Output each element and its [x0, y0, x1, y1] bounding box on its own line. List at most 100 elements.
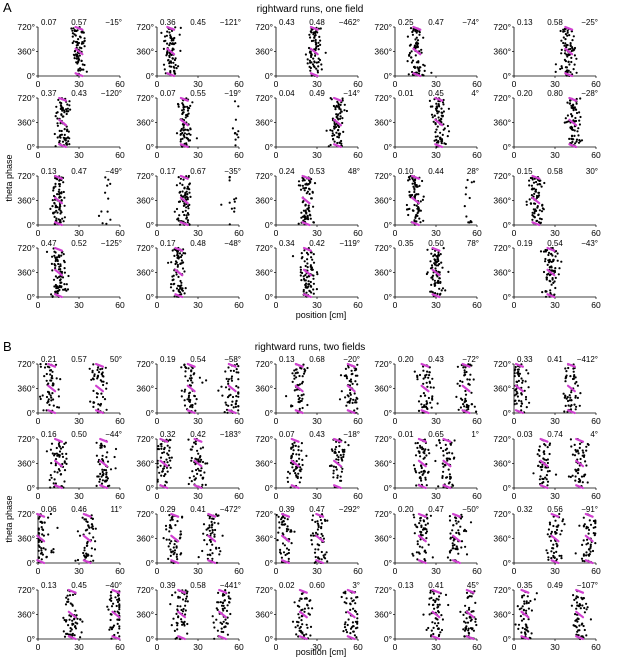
x-tick-label: 30	[193, 228, 203, 238]
spike-point	[55, 446, 58, 450]
y-tick-label: 360°	[255, 118, 273, 128]
spike-point	[310, 54, 313, 57]
spike-point	[521, 379, 524, 382]
spike-point	[188, 188, 191, 191]
spike-point	[422, 377, 425, 380]
x-tick-label: 0	[36, 642, 41, 652]
annotation-mid: 0.53	[309, 167, 325, 176]
spike-point	[282, 520, 285, 523]
spike-point	[59, 136, 62, 139]
spike-point	[320, 527, 323, 530]
spike-point	[592, 526, 595, 529]
fit-line	[290, 459, 300, 468]
spike-point	[517, 372, 520, 375]
spike-point	[573, 54, 577, 57]
spike-point	[50, 476, 53, 479]
spike-point	[340, 470, 343, 473]
fit-line	[431, 610, 441, 619]
spike-point	[565, 53, 568, 56]
spike-point	[180, 127, 183, 131]
spike-point	[55, 285, 58, 288]
x-tick-label: 30	[550, 491, 560, 501]
spike-point	[545, 459, 548, 462]
annotation-left: 0.10	[398, 167, 414, 176]
spike-point	[407, 213, 410, 217]
spike-point	[181, 287, 184, 290]
spike-point	[454, 547, 457, 550]
spike-point	[223, 411, 226, 414]
y-tick-label: 0°	[503, 292, 511, 302]
spike-point	[575, 57, 578, 60]
spike-point	[416, 540, 419, 543]
spike-point	[545, 474, 549, 477]
spike-point	[353, 409, 356, 412]
spike-point	[285, 547, 289, 550]
subplot-b-13: 0°360°720°0 30 600.39 0.47 −292°	[255, 505, 363, 576]
spike-point	[419, 446, 422, 449]
spike-point	[293, 530, 296, 533]
spike-point	[63, 442, 66, 445]
x-tick-label: 60	[353, 150, 363, 160]
spike-point	[53, 263, 56, 266]
spike-point	[171, 57, 174, 60]
spike-point	[52, 194, 56, 198]
spike-point	[105, 456, 108, 459]
subplot-a-8: 0°360°720°0 30 600.04 0.49 −14°	[255, 89, 363, 160]
spike-point	[211, 531, 214, 534]
y-tick-label: 360°	[374, 47, 392, 57]
spike-point	[305, 633, 308, 636]
spike-point	[315, 288, 318, 291]
spike-point	[191, 406, 194, 409]
spike-point	[169, 70, 172, 73]
spike-point	[419, 395, 422, 398]
x-tick-label: 30	[550, 566, 560, 576]
spike-point	[424, 448, 427, 451]
spike-point	[311, 191, 314, 194]
spike-point	[103, 398, 107, 401]
spike-point	[328, 464, 332, 468]
annotation-mid: 0.55	[190, 89, 206, 98]
spike-point	[167, 261, 170, 264]
spike-point	[308, 192, 311, 196]
spike-point	[291, 466, 294, 469]
spike-point	[442, 247, 445, 250]
spike-point	[304, 203, 307, 206]
spike-point	[340, 139, 343, 143]
spike-point	[460, 540, 464, 543]
spike-point	[188, 223, 191, 226]
spike-point	[462, 403, 465, 406]
spike-point	[211, 615, 214, 618]
spike-point	[580, 139, 584, 142]
spike-point	[286, 480, 290, 483]
spike-point	[350, 369, 353, 372]
spike-point	[552, 281, 555, 284]
fit-line	[417, 437, 427, 443]
spike-point	[74, 609, 77, 612]
spike-point	[205, 543, 209, 546]
spike-point	[63, 618, 66, 622]
fit-line	[227, 409, 237, 415]
spike-point	[50, 462, 53, 465]
annotation-right: −18°	[343, 430, 360, 439]
x-tick-label: 60	[591, 642, 601, 652]
subplot-b-10: 0°360°720°0 30 600.03 0.74 4°	[493, 430, 601, 501]
spike-point	[216, 608, 219, 612]
spike-point	[71, 35, 74, 38]
spike-point	[53, 254, 56, 257]
y-tick-label: 0°	[503, 634, 511, 644]
annotation-right: −125°	[101, 239, 122, 248]
y-tick-label: 360°	[374, 268, 392, 278]
spike-point	[444, 289, 447, 292]
fit-line	[53, 246, 64, 252]
spike-point	[101, 367, 104, 370]
spike-point	[340, 142, 343, 145]
spike-point	[176, 263, 179, 267]
spike-point	[323, 556, 326, 559]
spike-point	[109, 594, 112, 597]
spike-point	[548, 274, 551, 277]
spike-point	[462, 628, 465, 631]
spike-point	[76, 29, 79, 32]
fit-line	[333, 118, 342, 127]
spike-point	[416, 375, 419, 379]
y-tick-label: 0°	[146, 634, 154, 644]
